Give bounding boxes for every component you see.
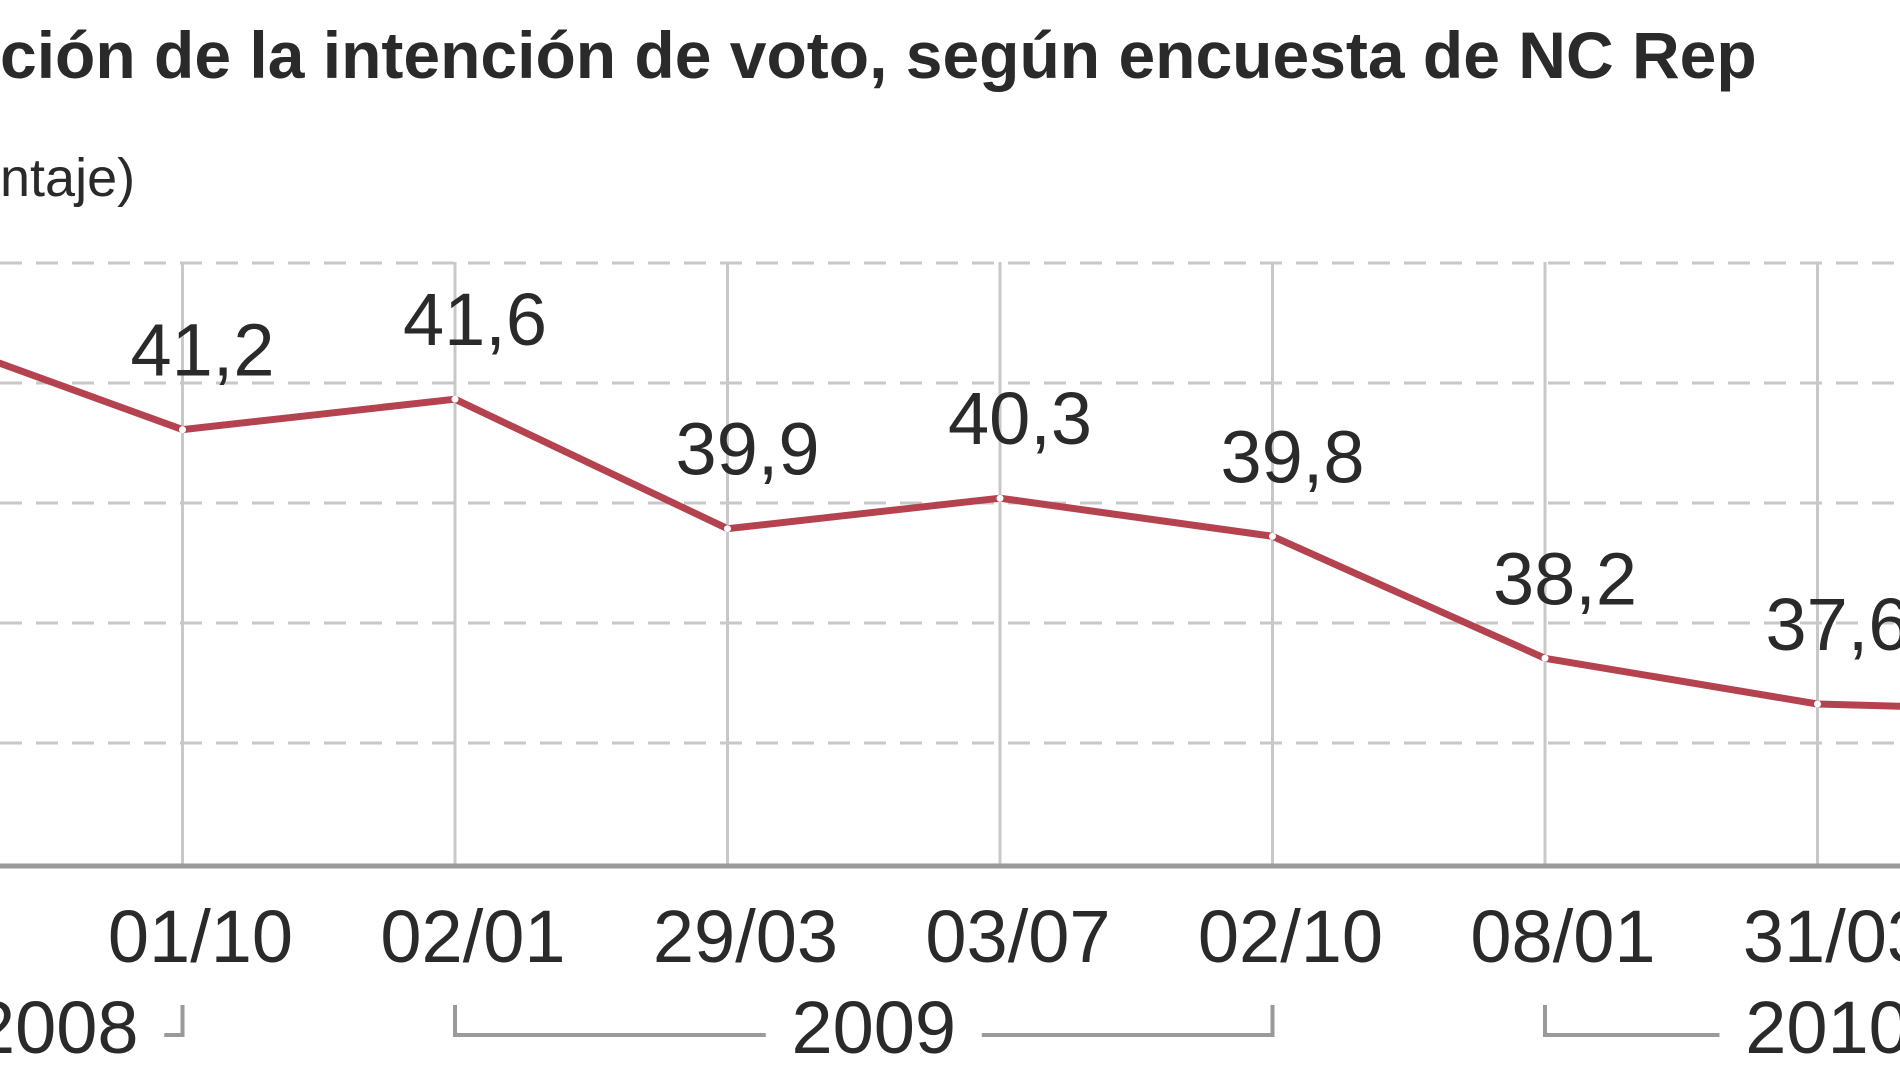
data-point xyxy=(179,426,186,434)
data-point xyxy=(1541,654,1549,662)
series xyxy=(0,359,1900,710)
unit-label: ntaje) xyxy=(0,148,135,208)
year-label: 2008 xyxy=(0,986,139,1069)
data-point xyxy=(451,395,459,403)
x-tick-label: 29/03 xyxy=(653,895,838,978)
data-label: 40,3 xyxy=(948,377,1092,460)
data-point xyxy=(724,525,731,533)
x-tick-label: 02/01 xyxy=(380,895,565,978)
x-tick-label: 01/10 xyxy=(108,895,293,978)
chart-title: ción de la intención de voto, según encu… xyxy=(0,18,1757,92)
year-group: 2009 xyxy=(453,986,1275,1069)
x-tick-labels: 01/10 02/01 29/03 03/07 02/10 08/01 31/03 xyxy=(108,895,1900,978)
year-group: 2010 xyxy=(1543,986,1900,1069)
year-group: 2008 xyxy=(0,986,185,1069)
data-point xyxy=(996,494,1004,502)
x-tick-label: 08/01 xyxy=(1470,895,1655,978)
x-tick-label: 03/07 xyxy=(925,895,1110,978)
data-label: 39,8 xyxy=(1220,415,1364,498)
data-label: 39,9 xyxy=(675,408,819,491)
data-labels: 41,2 41,6 39,9 40,3 39,8 38,2 37,6 xyxy=(130,278,1900,666)
data-point xyxy=(1269,532,1276,540)
data-label: 37,6 xyxy=(1765,583,1900,666)
data-point xyxy=(1814,700,1821,708)
year-label: 2010 xyxy=(1745,986,1900,1069)
year-label: 2009 xyxy=(791,986,956,1069)
data-label: 38,2 xyxy=(1493,537,1637,620)
year-groups: 2008 2009 2010 xyxy=(0,986,1900,1069)
data-label: 41,2 xyxy=(130,309,274,392)
x-tick-label: 31/03 xyxy=(1743,895,1900,978)
data-label: 41,6 xyxy=(403,278,547,361)
x-tick-label: 02/10 xyxy=(1198,895,1383,978)
